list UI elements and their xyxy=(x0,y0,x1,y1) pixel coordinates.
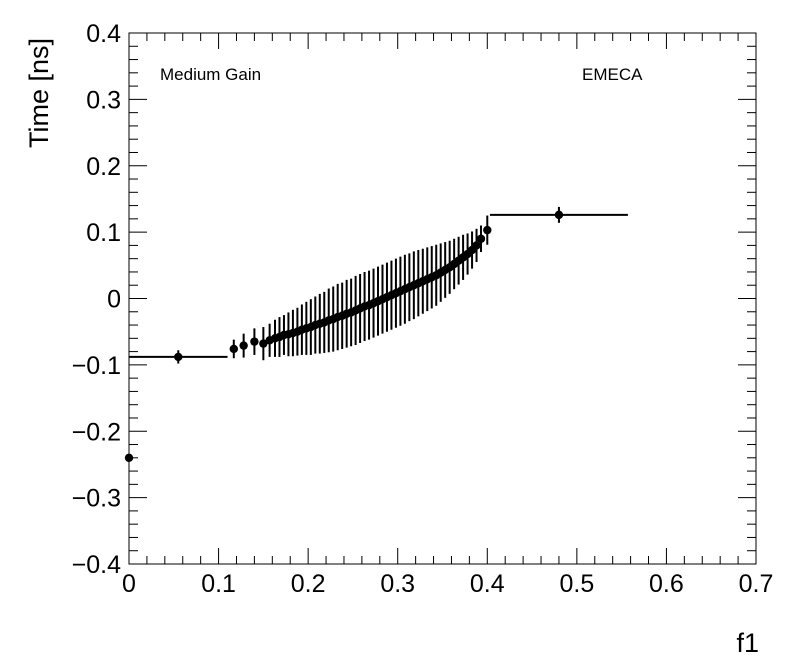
y-tick-label: −0.4 xyxy=(72,551,121,579)
data-point xyxy=(174,352,183,362)
data-point xyxy=(554,210,564,220)
y-tick-label: −0.1 xyxy=(72,352,121,380)
plot-frame xyxy=(128,32,757,565)
x-tick-label: 0 xyxy=(122,570,136,598)
y-tick-label: −0.2 xyxy=(72,418,121,446)
axis-ticks xyxy=(128,32,757,565)
data-point xyxy=(250,337,259,346)
y-axis-label: Time [ns] xyxy=(24,38,54,148)
data-point xyxy=(472,241,481,250)
data-point xyxy=(476,234,486,243)
annotation-gain: Medium Gain xyxy=(160,65,261,84)
data-points xyxy=(124,210,564,462)
x-tick-labels: 0 0.1 0.2 0.3 0.4 0.5 0.6 0.7 xyxy=(122,570,773,598)
y-tick-label: 0 xyxy=(107,286,121,314)
y-tick-label: 0.4 xyxy=(86,20,121,48)
x-tick-label: 0.3 xyxy=(380,570,415,598)
x-tick-label: 0.5 xyxy=(559,570,594,598)
x-tick-label: 0.4 xyxy=(470,570,505,598)
y-tick-labels: −0.4 −0.3 −0.2 −0.1 0 0.1 0.2 0.3 0.4 xyxy=(72,20,121,579)
x-tick-label: 0.1 xyxy=(201,570,236,598)
y-tick-label: −0.3 xyxy=(72,485,121,513)
error-bars xyxy=(129,206,628,364)
x-axis-label: f1 xyxy=(736,628,759,658)
data-point xyxy=(483,225,492,235)
data-point xyxy=(259,339,268,348)
y-tick-label: 0.3 xyxy=(86,86,121,114)
x-tick-label: 0.6 xyxy=(649,570,684,598)
x-tick-label: 0.2 xyxy=(291,570,326,598)
y-tick-label: 0.2 xyxy=(86,153,121,181)
x-tick-label: 0.7 xyxy=(739,570,774,598)
annotation-region: EMECA xyxy=(582,65,643,84)
data-point xyxy=(239,341,248,350)
data-point xyxy=(229,344,238,354)
y-tick-label: 0.1 xyxy=(86,219,121,247)
